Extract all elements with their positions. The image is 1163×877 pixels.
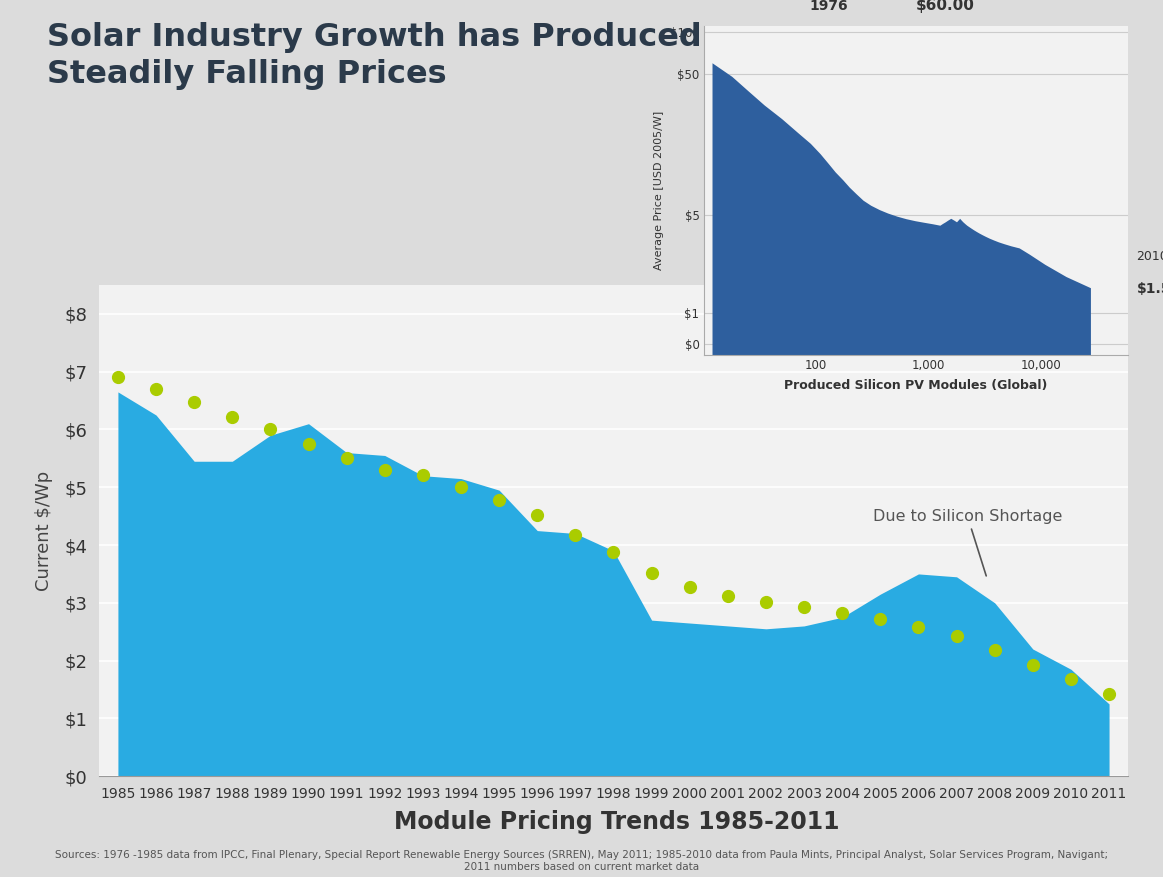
- Text: 2010: 2010: [1136, 250, 1163, 263]
- Text: Module Pricing Trends 1985-2011: Module Pricing Trends 1985-2011: [393, 809, 840, 834]
- Text: Solar Industry Growth has Produced
Steadily Falling Prices: Solar Industry Growth has Produced Stead…: [47, 22, 701, 90]
- Y-axis label: Average Price [USD 2005/W]: Average Price [USD 2005/W]: [654, 111, 664, 270]
- Text: 1976: 1976: [809, 0, 848, 13]
- Y-axis label: Current $/Wp: Current $/Wp: [35, 470, 53, 591]
- Text: $1.50: $1.50: [1136, 282, 1163, 296]
- Text: Due to Silicon Shortage: Due to Silicon Shortage: [872, 509, 1062, 576]
- Text: Sources: 1976 -1985 data from IPCC, Final Plenary, Special Report Renewable Ener: Sources: 1976 -1985 data from IPCC, Fina…: [55, 851, 1108, 872]
- X-axis label: Produced Silicon PV Modules (Global): Produced Silicon PV Modules (Global): [784, 379, 1048, 392]
- Text: $60.00: $60.00: [916, 0, 975, 13]
